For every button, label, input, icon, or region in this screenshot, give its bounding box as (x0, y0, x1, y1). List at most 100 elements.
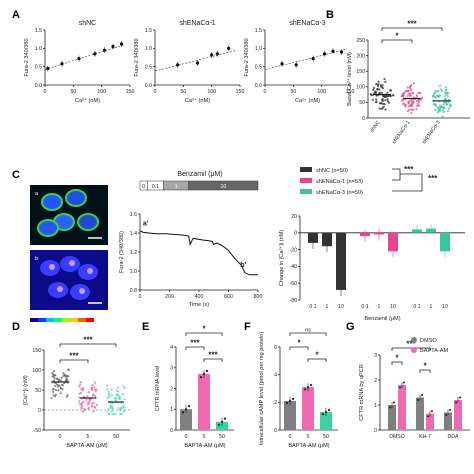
G-point (421, 394, 423, 396)
B-point (386, 98, 389, 101)
C-legend-bracket (392, 168, 401, 181)
D-point (110, 410, 113, 413)
D-point (64, 373, 67, 377)
D-point (113, 412, 116, 416)
B-sig-label: * (395, 32, 399, 41)
C-bar-xtick-label: 10 (390, 304, 396, 310)
A3-point (311, 57, 315, 61)
G-bracket (391, 347, 431, 351)
G-point (399, 386, 401, 389)
B-point (446, 94, 449, 98)
E-ytick-label: 0 (170, 428, 173, 434)
D-point (65, 378, 69, 381)
C-bar-ytick-label: -60 (290, 281, 298, 287)
A1-fit-line (44, 44, 125, 70)
B-point (433, 95, 436, 98)
A3-ytick-label: 0.5 (255, 64, 262, 70)
B-point (409, 103, 412, 106)
D-point (82, 408, 86, 411)
B-point (415, 108, 418, 111)
B-point (409, 85, 412, 89)
D-point (109, 402, 112, 405)
B-point (383, 77, 386, 81)
C-legend-swatch (300, 178, 312, 183)
C-cell (37, 219, 59, 237)
C-legend-swatch (300, 167, 312, 172)
C-trace-line (139, 230, 258, 276)
A2-ytick-label: 0.5 (145, 64, 152, 70)
D-point (95, 403, 98, 406)
A1-ylabel: Fura-2 340/380 (24, 38, 30, 76)
E-bracket (203, 358, 223, 362)
A1-point (93, 52, 97, 56)
G-sig-label: *** (406, 340, 416, 349)
A2-ytick-label: 0.0 (145, 83, 152, 89)
F-ytick-label: 2 (274, 400, 277, 406)
G-ylabel: CFTR mRNA by qPCR (359, 364, 365, 421)
B-point (404, 89, 407, 93)
G-sig-label: * (395, 354, 399, 363)
B-point (442, 101, 446, 104)
F-xtick-label: 0 (289, 434, 292, 440)
D-point (59, 392, 62, 395)
A1-xtick-label: 0 (44, 89, 47, 95)
B-point (402, 102, 405, 105)
C-xtick-label: 400 (195, 294, 204, 300)
B-ytick-label: 100 (356, 85, 365, 91)
B-point (374, 90, 377, 94)
B-point (381, 94, 385, 97)
D-point (79, 380, 82, 384)
B-sig-label: *** (407, 20, 417, 29)
B-point (381, 99, 384, 103)
C-bar-rect (322, 232, 332, 247)
B-point (446, 91, 449, 94)
D-point (86, 401, 90, 404)
B-point (447, 98, 451, 101)
C-benzamil-step-label: 0.1 (152, 184, 159, 190)
G-ytick-label: 3 (374, 353, 377, 359)
E-xlabel: BAPTA-AM (μM) (184, 443, 225, 449)
D-ytick-label: 0 (38, 408, 41, 414)
D-point (58, 384, 61, 387)
B-category-label: shENaCα-1 (391, 120, 411, 146)
D-sig-label: *** (69, 352, 79, 361)
B-point (408, 108, 411, 111)
G-bracket (391, 361, 403, 365)
E-ylabel: CFTR mRNA level (155, 366, 161, 412)
G-point (459, 396, 461, 399)
B-point (408, 94, 411, 97)
C-bar-ytick-label: 0 (294, 231, 297, 237)
D-point (91, 394, 95, 397)
B-point (384, 80, 387, 84)
C-cell (41, 193, 63, 211)
F-point (285, 401, 289, 405)
B-point (449, 105, 452, 108)
A3-point (339, 50, 344, 54)
D-xtick-label: 0 (59, 434, 62, 440)
D-xlabel: BAPTA-AM (μM) (66, 443, 107, 449)
D-point (123, 398, 126, 401)
D-point (78, 403, 82, 406)
C-bar-xlabel: Benzamil (μM) (364, 316, 400, 322)
C-cell-bright (49, 264, 55, 270)
D-point (108, 395, 112, 398)
B-point (444, 91, 447, 94)
G-sig-label: * (423, 362, 427, 371)
C-bar-xtick-label: 1 (430, 304, 433, 310)
C-legend-bracket (392, 173, 423, 192)
F-ytick-label: 4 (274, 372, 277, 378)
C-cell-bright (69, 260, 75, 266)
B-point (407, 102, 410, 105)
G-legend-label: BAPTA-AM (420, 348, 449, 354)
C-cell-bright (79, 288, 85, 294)
C-benzamil-step-label: 0 (142, 184, 145, 190)
F-sig-label: * (297, 339, 301, 348)
B-point (416, 102, 419, 106)
D-point (115, 389, 119, 392)
A3-xlabel: Ca²⁺ (nM) (295, 97, 320, 104)
C-bar-rect (440, 232, 450, 252)
D-point (59, 379, 62, 382)
C-bar-ytick-label: -80 (290, 298, 298, 304)
B-point (400, 95, 403, 98)
D-point (59, 386, 62, 390)
